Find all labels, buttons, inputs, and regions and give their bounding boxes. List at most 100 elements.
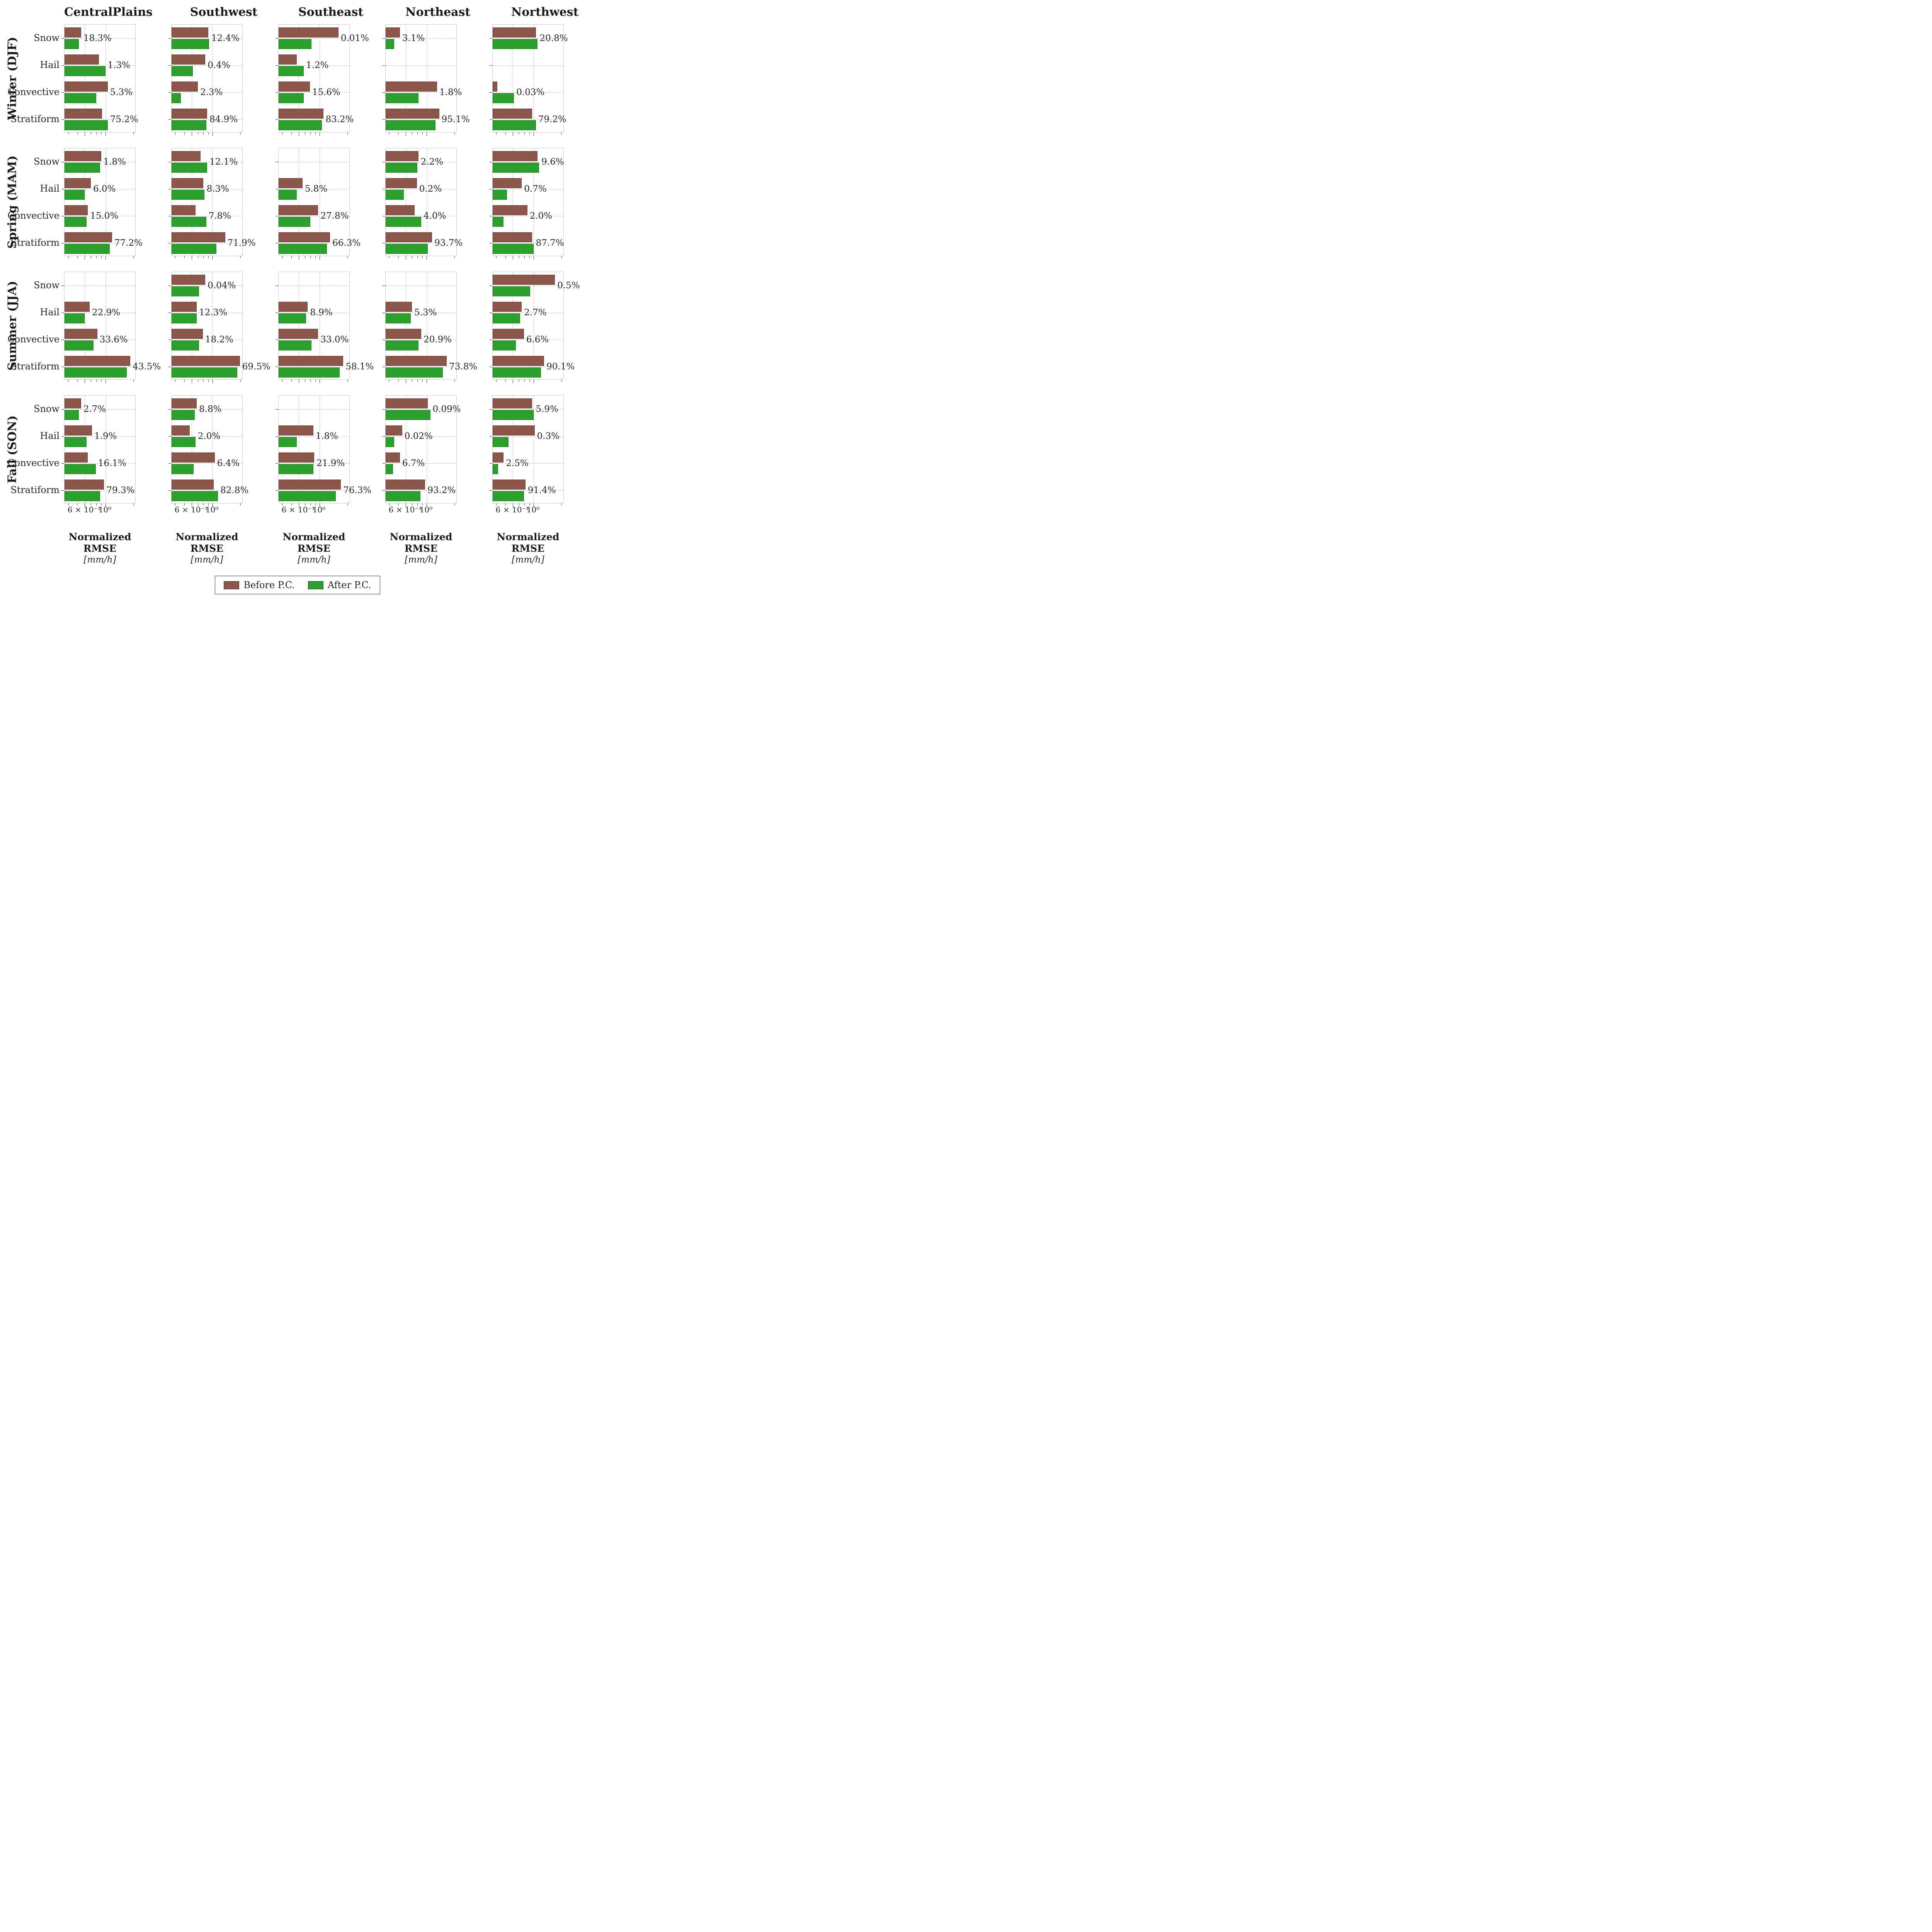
xtick-minor-mark [101, 380, 102, 382]
plot-wrap: 12.1% 8.3% 7.8% 71.9% [168, 148, 256, 260]
bar-before [279, 205, 318, 215]
ytick-mark [276, 490, 278, 491]
ytick-mark [276, 409, 278, 410]
hgrid-line [172, 65, 242, 66]
hgrid-line [493, 38, 563, 39]
pct-label: 20.9% [423, 335, 452, 345]
ytick-mark [61, 92, 64, 93]
bar-before [172, 480, 214, 490]
ytick-column: Snow Hail Convective Stratiform [7, 24, 64, 133]
bar-after [279, 120, 322, 130]
bar-after [279, 39, 311, 49]
x-axis-title-line: RMSE [190, 543, 224, 554]
hgrid-line [172, 38, 242, 39]
bar-before [172, 151, 201, 161]
xtick-label: 10⁰ [419, 505, 433, 514]
ytick-mark [61, 65, 64, 66]
bar-after [386, 313, 411, 323]
xtick-labels: 6 × 10⁻¹ 10⁰ [64, 505, 136, 516]
bar-after [493, 286, 530, 296]
bar-after [65, 367, 127, 378]
bar-after [493, 410, 534, 420]
ytick-label: Stratiform [10, 485, 60, 495]
bar-before [493, 329, 524, 339]
xtick-minor-mark [454, 503, 455, 505]
xtick-minor-mark [496, 503, 497, 505]
x-axis-unit: [mm/h] [83, 555, 116, 565]
pct-label: 21.9% [316, 458, 345, 468]
ytick-mark [61, 119, 64, 120]
subplot-winter-djf-southeast: 0.01% 1.2% 15.6% 83.2% [276, 24, 369, 136]
x-axis-title-line: RMSE [297, 543, 331, 554]
x-axis-title: Normalized RMSE [mm/h] [278, 531, 350, 565]
hgrid-line [279, 490, 349, 491]
pct-label: 83.2% [325, 114, 354, 124]
subplot-fall-son-northeast: 0.09% 0.02% 6.7% 93.2% [383, 395, 461, 507]
pct-label: 12.4% [211, 33, 240, 43]
pct-label: 66.3% [332, 238, 361, 248]
hgrid-line [386, 65, 456, 66]
bar-before [172, 398, 197, 408]
region-title: Southwest [190, 5, 258, 19]
bar-before [386, 425, 402, 435]
bar-before [493, 302, 522, 312]
xtick-minor-mark [310, 503, 311, 505]
pct-label: 8.9% [310, 308, 333, 318]
xtick-labels: 6 × 10⁻¹ 10⁰ [171, 505, 243, 516]
x-axis-title-line: Normalized [282, 531, 345, 543]
subplot-winter-djf-northwest: 20.8% 0.03% 79.2% [490, 24, 568, 136]
region-title: Northeast [405, 5, 471, 19]
subplot-spring-mam-northeast: 2.2% 0.2% 4.0% 93.7% [383, 148, 463, 260]
ytick-mark [383, 436, 385, 437]
xtick-minor-mark [347, 503, 348, 505]
bar-after [493, 190, 507, 200]
hgrid-line [279, 436, 349, 437]
xtick-label: 6 × 10⁻¹ [67, 505, 101, 514]
bar-before [279, 329, 318, 339]
region-title: Northwest [511, 5, 579, 19]
pct-label: 93.7% [434, 238, 463, 248]
pct-label: 15.6% [312, 87, 340, 97]
bar-after [279, 367, 340, 378]
x-axis-title-line: RMSE [83, 543, 117, 554]
subplot-summer-jja-northwest: 0.5% 2.7% 6.6% 90.1% [490, 272, 580, 383]
hgrid-line [65, 490, 135, 491]
pct-label: 5.3% [110, 87, 133, 97]
xtick-labels: 6 × 10⁻¹ 10⁰ [492, 505, 564, 516]
pct-label: 6.4% [217, 458, 240, 468]
xtick-minor-mark [96, 380, 97, 382]
xtick-minor-mark [77, 133, 78, 134]
pct-label: 5.3% [414, 308, 437, 318]
plot-wrap: 2.7% 1.9% 16.1% 79.3% 6 × 10⁻¹ 10⁰ [61, 395, 136, 516]
x-axis-title: Normalized RMSE [mm/h] [171, 531, 243, 565]
xtick-minor-mark [208, 503, 209, 505]
legend-box: Before P.C. After P.C. [215, 576, 380, 594]
bar-after [172, 491, 218, 501]
xtick-minor-mark [529, 380, 530, 382]
pct-label: 76.3% [343, 485, 372, 495]
xtick-minor-mark [496, 256, 497, 258]
plot-wrap: 0.5% 2.7% 6.6% 90.1% [490, 272, 580, 383]
bar-before [493, 82, 497, 92]
hgrid-line [65, 65, 135, 66]
xtick-minor-mark [291, 503, 292, 505]
ytick-mark [383, 490, 385, 491]
pct-label: 58.1% [345, 362, 374, 372]
xtick-label: 10⁰ [205, 505, 219, 514]
pct-label: 2.7% [524, 308, 547, 318]
legend: Before P.C. After P.C. [4, 576, 591, 594]
bar-before [493, 232, 532, 242]
bar-before [172, 82, 198, 92]
bar-before [172, 302, 197, 312]
hgrid-line [65, 92, 135, 93]
subplot-winter-djf-northeast: 3.1% 1.8% 95.1% [383, 24, 470, 136]
ytick-mark [61, 38, 64, 39]
pct-label: 2.2% [420, 157, 444, 167]
pct-label: 22.9% [92, 308, 121, 318]
subplot-summer-jja-southwest: 0.04% 12.3% 18.2% 69.5% [168, 272, 270, 383]
hgrid-line [279, 119, 349, 120]
bar-after [65, 313, 85, 323]
hgrid-line [493, 436, 563, 437]
hgrid-line [386, 436, 456, 437]
pct-label: 1.8% [315, 431, 338, 441]
